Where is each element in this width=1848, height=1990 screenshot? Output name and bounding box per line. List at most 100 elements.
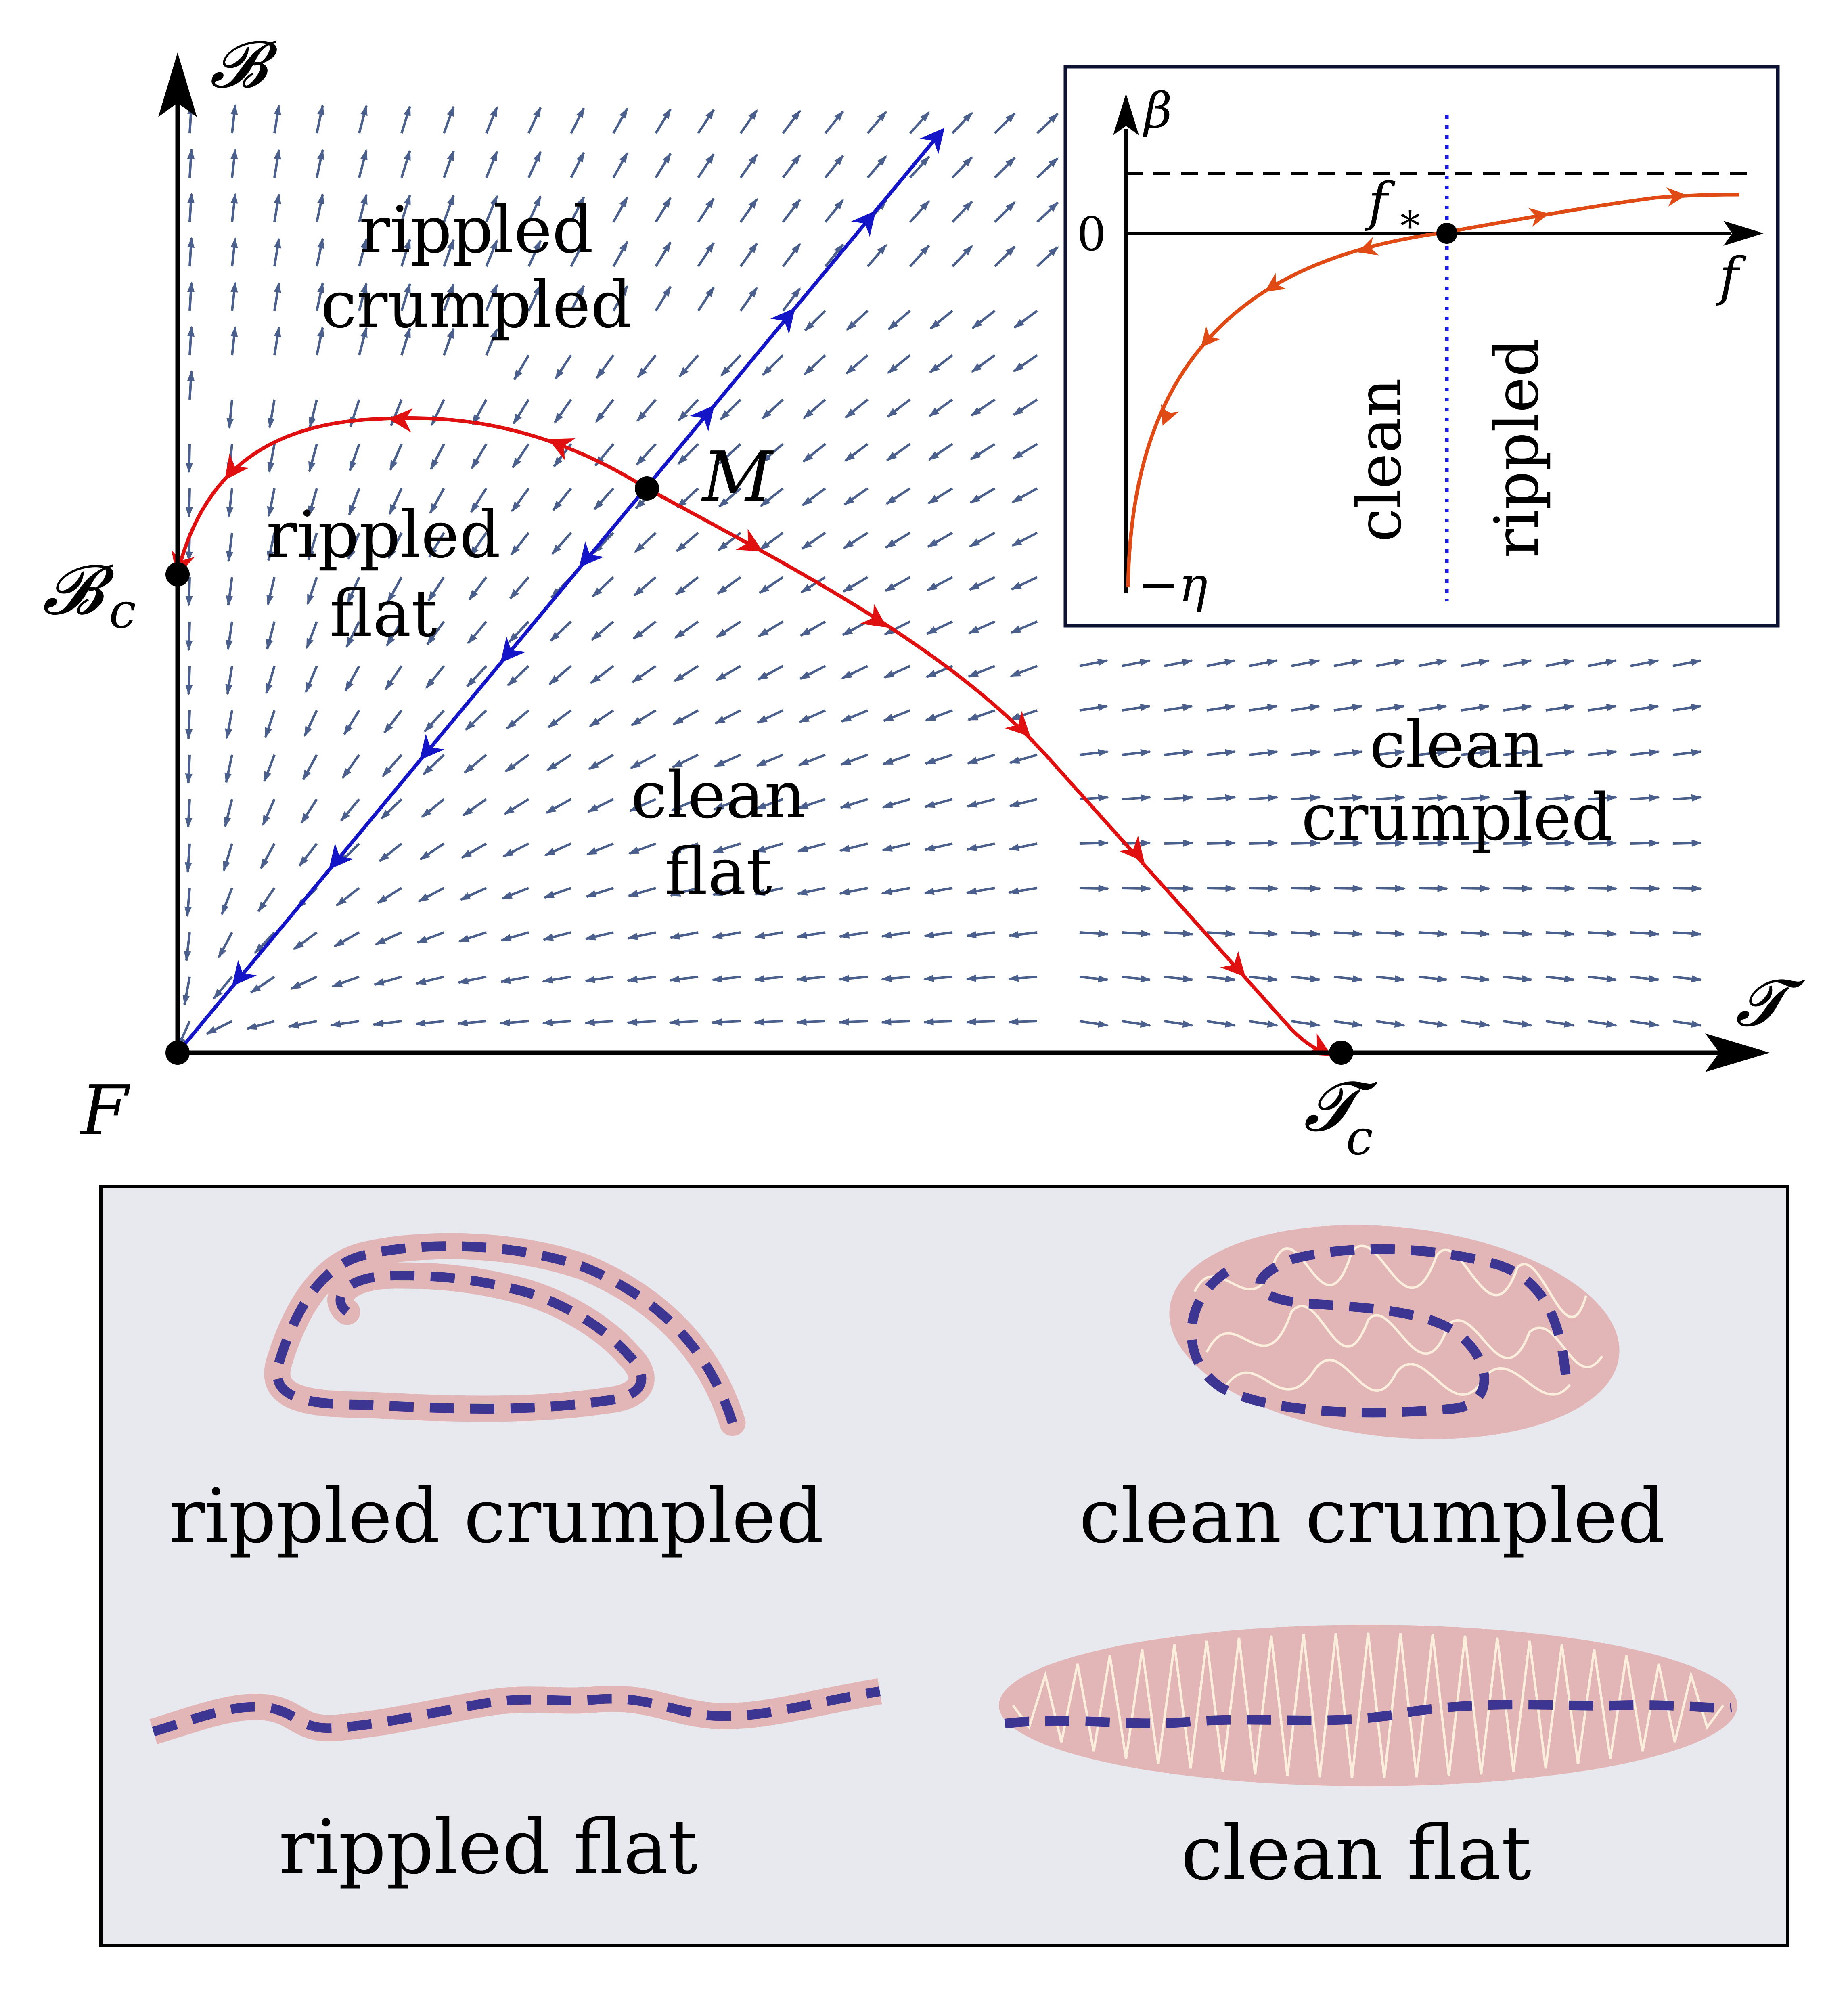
streamline-arrow [758,620,784,637]
streamline-arrow [676,532,699,552]
streamline-arrow [400,238,411,267]
streamline-arrow [753,975,783,982]
streamline-arrow [1588,975,1618,983]
streamline-arrow [1461,839,1490,847]
inset-flow-arrow [1265,273,1287,292]
streamline-arrow [587,798,614,813]
streamline-arrow [632,665,657,683]
streamline-arrow [273,104,281,134]
streamline-arrow [424,709,445,732]
region-label-line: rippled [266,497,501,572]
streamline-arrow [250,976,275,994]
streamline-arrow [341,754,360,779]
streamline-arrow [549,620,572,642]
streamline-arrow [303,710,318,737]
streamline-arrow [697,109,715,134]
streamline-arrow [628,842,657,855]
streamline-arrow [461,842,487,859]
streamline-arrow [443,283,455,312]
streamline-arrow [1249,794,1279,802]
streamline-arrow [971,354,996,373]
red-separatrix-left [176,416,648,574]
streamline-arrow [348,488,360,516]
streamline-arrow [670,842,699,854]
streamline-arrow [881,974,910,982]
streamline-arrow [1376,975,1406,983]
streamline-arrow [711,975,741,983]
y-axis-arrowhead [158,52,197,117]
streamline-arrow [547,709,572,729]
streamline-arrow [273,237,281,267]
streamline-arrow [266,621,276,650]
streamline-arrow [754,931,783,939]
streamline-arrow [951,201,973,223]
streamline-arrow [669,1018,699,1026]
streamline-arrow [1503,704,1532,712]
streamline-arrow [757,665,784,681]
streamline-arrow [655,153,672,178]
streamline-arrow [924,842,953,852]
streamline-arrow [1013,398,1038,416]
streamline-arrow [967,665,996,678]
streamline-arrow [839,842,868,852]
label-M: M [701,437,774,517]
streamline-arrow [430,399,445,426]
streamline-arrow [485,328,498,356]
region-label-line: flat [665,834,772,909]
streamline-arrow [387,576,403,603]
streamline-arrow [254,931,276,954]
streamline-arrow [1206,839,1236,847]
streamline-arrow [1079,749,1109,756]
streamline-arrow [443,239,455,267]
streamline-arrow [426,621,445,645]
streamline-arrow [1503,839,1533,847]
streamline-arrow [1418,704,1448,712]
streamline-arrow [1545,1020,1575,1028]
streamline-arrow [866,244,887,267]
streamline-arrow [400,105,411,134]
streamline-arrow [1418,930,1448,938]
streamline-arrow [1122,1020,1151,1028]
streamline-arrow [612,196,628,223]
streamline-arrow [797,798,826,809]
streamline-arrow [1122,975,1151,983]
streamline-arrow [419,842,445,861]
streamline-arrow [1291,794,1321,802]
blue-flow-arrow [689,405,715,432]
legend-label-rippled-flat: rippled flat [279,1804,698,1891]
streamline-arrow [1291,930,1321,938]
illustration-rippled-flat [149,1678,882,1745]
streamline-arrow [570,107,585,134]
streamline-arrow [1079,704,1109,712]
streamline-arrow [377,887,402,904]
streamline-arrow [758,576,784,594]
streamline-arrow [340,798,360,822]
streamline-arrow [1009,754,1038,764]
streamline-arrow [966,842,995,851]
streamline-arrow [304,665,318,693]
streamline-arrow [969,532,996,547]
streamline-arrow [1630,1020,1660,1028]
streamline-arrow [842,576,869,593]
streamline-arrow [187,281,195,311]
streamline-arrow [1008,974,1038,982]
streamline-arrow [267,444,276,473]
streamline-arrow [591,620,614,641]
streamline-arrow [1545,749,1575,756]
streamline-arrow [1461,658,1490,667]
streamline-arrow [415,976,444,985]
legend-label-clean-flat: clean flat [1181,1810,1532,1897]
streamline-arrow [1011,532,1038,547]
streamline-arrow [753,1018,783,1026]
streamline-arrow [951,245,973,268]
streamline-arrow [909,245,930,268]
streamline-arrow [739,198,758,223]
red-flow-arrow [735,529,763,551]
streamline-arrow [430,443,445,470]
streamline-arrow [883,709,911,722]
streamline-arrow [882,798,910,809]
streamline-arrow [222,843,233,872]
streamline-arrow [782,154,801,178]
flow-streamlines [177,104,1702,1048]
streamline-arrow [1376,794,1406,802]
